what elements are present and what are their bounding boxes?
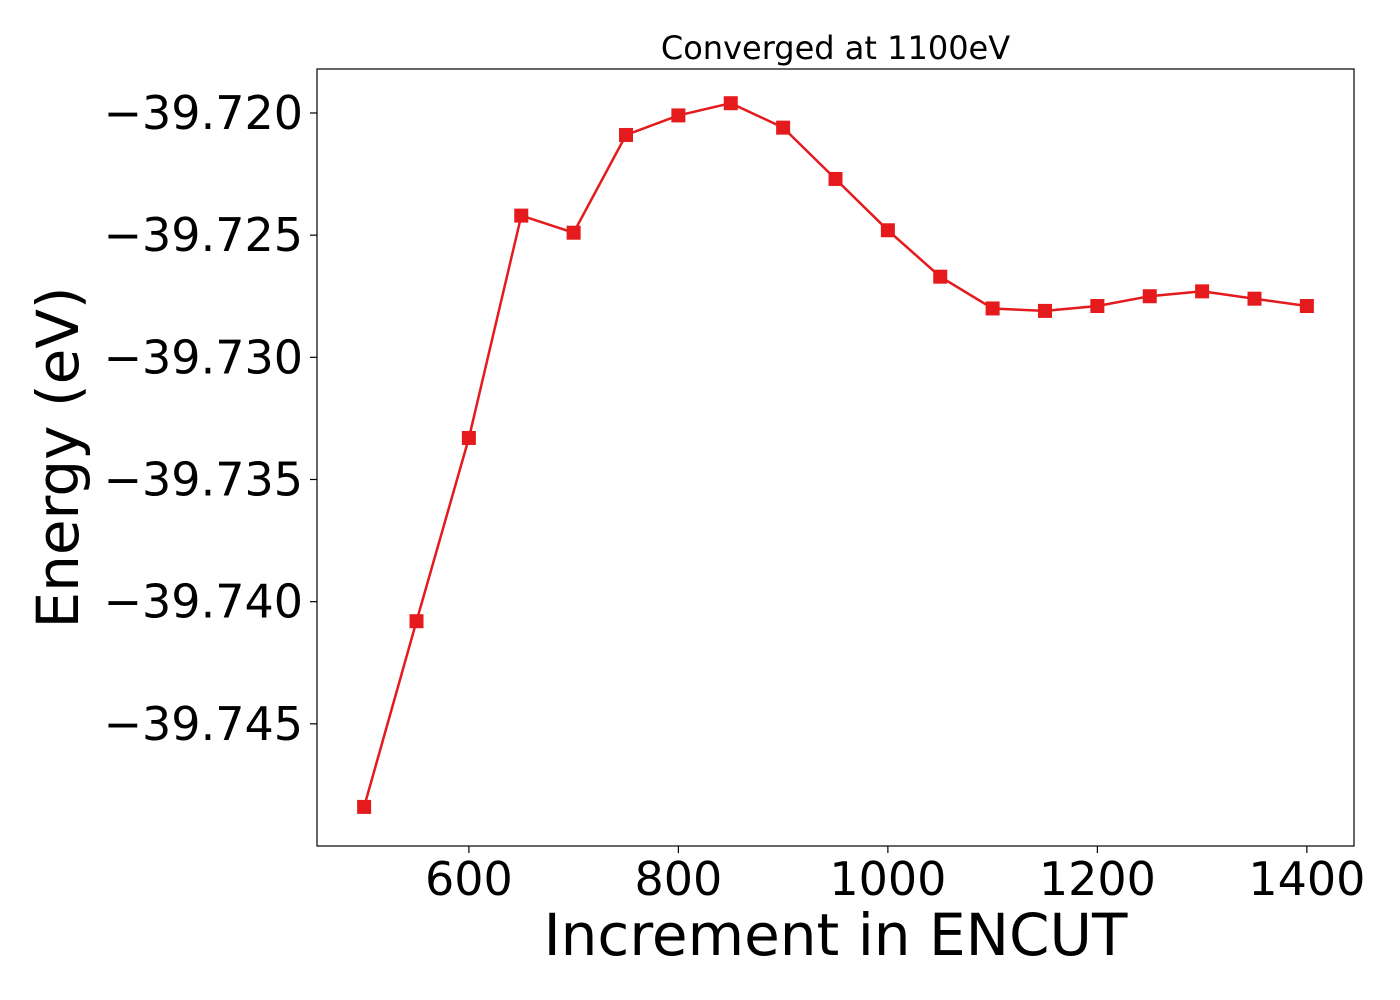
data-point-marker	[880, 223, 895, 238]
y-tick-label: −39.745	[104, 697, 304, 751]
data-point-marker	[933, 269, 948, 284]
energy-series-line	[362, 101, 1308, 808]
data-point-marker	[461, 430, 476, 445]
data-point-marker	[566, 225, 581, 240]
data-point-marker	[1247, 291, 1262, 306]
x-tick-label: 1400	[1248, 852, 1365, 906]
x-axis-ticks: 600 800 1000 1200 1400	[425, 846, 1365, 906]
y-axis-label: Energy (eV)	[24, 286, 92, 628]
x-axis-label: Increment in ENCUT	[544, 901, 1128, 969]
chart-title: Converged at 1100eV	[661, 29, 1010, 67]
data-point-marker	[1142, 289, 1157, 304]
y-tick-label: −39.720	[104, 86, 304, 140]
data-point-marker	[776, 120, 791, 135]
data-point-marker	[1195, 284, 1210, 299]
x-tick-label: 800	[634, 852, 722, 906]
data-point-marker	[619, 127, 634, 142]
energy-series-markers	[357, 96, 1314, 814]
data-point-marker	[671, 108, 686, 123]
data-point-marker	[514, 208, 529, 223]
x-tick-label: 600	[425, 852, 513, 906]
y-tick-label: −39.730	[104, 330, 304, 384]
data-point-marker	[1037, 303, 1052, 318]
x-tick-label: 1000	[829, 852, 946, 906]
y-tick-label: −39.725	[104, 208, 304, 262]
data-point-marker	[409, 614, 424, 629]
x-tick-label: 1200	[1039, 852, 1156, 906]
y-axis-ticks: −39.720 −39.725 −39.730 −39.735 −39.740 −39.7…	[104, 86, 317, 751]
data-point-marker	[1090, 299, 1105, 314]
y-tick-label: −39.735	[104, 452, 304, 506]
data-point-marker	[985, 301, 1000, 316]
data-point-marker	[723, 96, 738, 111]
y-tick-label: −39.740	[104, 575, 304, 629]
data-point-marker	[1299, 299, 1314, 314]
data-point-marker	[828, 171, 843, 186]
data-point-marker	[357, 799, 372, 814]
plot-area-frame	[316, 68, 1355, 847]
